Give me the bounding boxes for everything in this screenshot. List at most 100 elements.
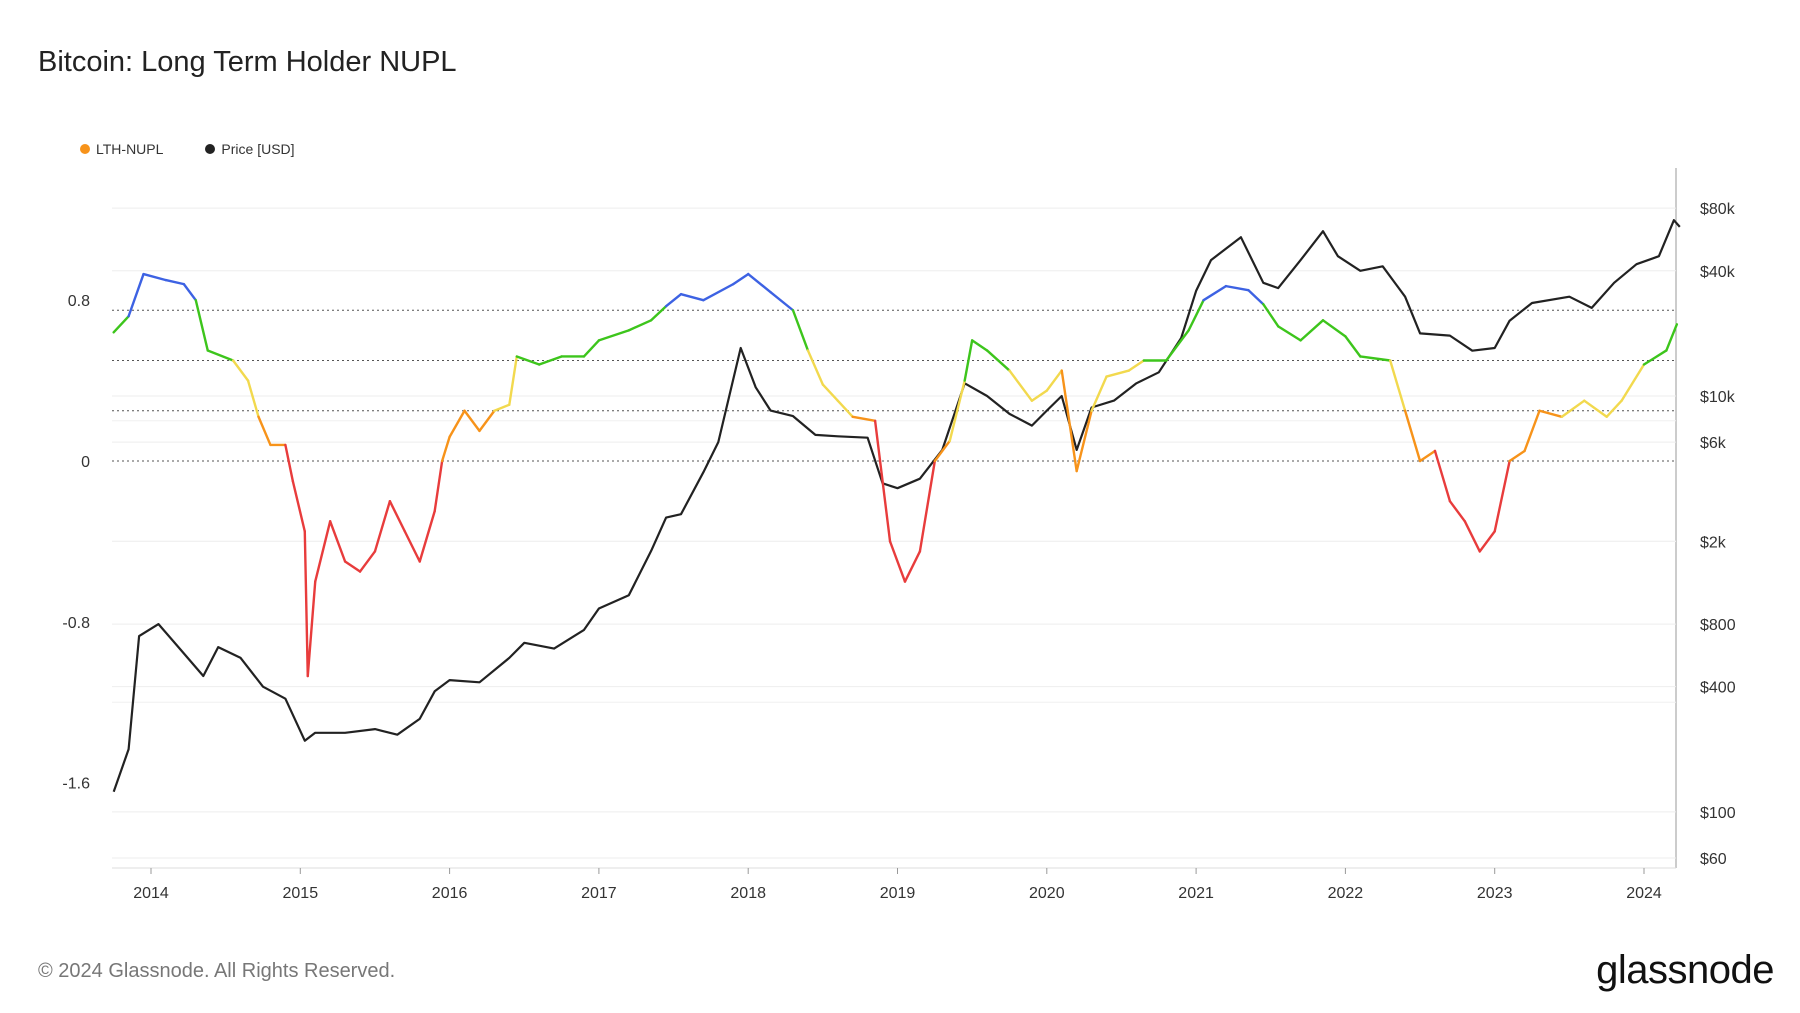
lth-nupl-segment <box>493 403 511 412</box>
lth-nupl-segment <box>508 355 518 406</box>
lth-nupl-segment <box>1202 284 1228 302</box>
lth-nupl-segment <box>1321 319 1347 338</box>
lth-nupl-segment <box>433 459 444 513</box>
lth-nupl-segment <box>246 379 260 418</box>
x-tick-label: 2017 <box>581 885 617 902</box>
x-tick-label: 2020 <box>1029 885 1065 902</box>
lth-nupl-segment <box>314 520 332 583</box>
x-tick-label: 2022 <box>1328 885 1364 902</box>
lth-nupl-segment <box>1277 325 1302 342</box>
legend-swatch-lth-nupl <box>80 144 90 154</box>
lth-nupl-segment <box>582 339 601 358</box>
lth-nupl-segment <box>1620 363 1646 402</box>
chart-title: Bitcoin: Long Term Holder NUPL <box>38 46 457 78</box>
lth-nupl-segment <box>1418 449 1437 463</box>
y-right-tick-label: $100 <box>1700 805 1736 822</box>
lth-nupl-segment <box>1075 409 1093 473</box>
y-right-tick-label: $80k <box>1700 201 1736 218</box>
lth-nupl-segment <box>463 409 481 433</box>
lth-nupl-segment <box>1165 329 1190 362</box>
lth-nupl-segment <box>679 292 705 302</box>
lth-nupl-segment <box>1478 530 1496 553</box>
lth-nupl-segment <box>627 319 653 332</box>
lth-nupl-segment <box>933 439 951 463</box>
lth-nupl-segment <box>1388 359 1407 412</box>
y-right-tick-label: $400 <box>1700 680 1736 697</box>
lth-nupl-segment <box>343 560 362 573</box>
lth-nupl-segment <box>985 349 1011 372</box>
x-tick-label: 2015 <box>283 885 319 902</box>
lth-nupl-segment <box>597 329 630 342</box>
lth-nupl-segment <box>440 435 451 463</box>
lth-nupl-segment <box>769 290 795 312</box>
lth-nupl-segment <box>515 355 541 366</box>
lth-nupl-segment <box>1030 389 1049 402</box>
lth-nupl-segment <box>1538 409 1564 418</box>
lth-nupl-segment <box>284 443 295 483</box>
y-right-tick-label: $10k <box>1700 389 1736 406</box>
glassnode-logo: glassnode <box>1596 948 1774 992</box>
x-tick-label: 2023 <box>1477 885 1513 902</box>
y-left-tick-label: 0 <box>81 454 90 471</box>
lth-nupl-segment <box>1090 375 1108 412</box>
lth-nupl-segment <box>747 272 772 294</box>
lth-nupl-segment <box>1665 323 1679 352</box>
lth-nupl-segment <box>1605 399 1623 418</box>
lth-nupl-segment <box>358 550 377 573</box>
lth-nupl-segment <box>127 272 145 318</box>
x-tick-label: 2016 <box>432 885 468 902</box>
lth-nupl-segment <box>918 459 937 553</box>
x-tick-label: 2014 <box>133 885 169 902</box>
lth-nupl-segment <box>1299 319 1325 342</box>
lth-nupl-segment <box>418 510 436 563</box>
legend-label-lth-nupl: LTH-NUPL <box>96 141 164 157</box>
lth-nupl-segment <box>963 339 974 382</box>
legend-item-lth-nupl[interactable]: LTH-NUPL <box>80 141 163 157</box>
legend-item-price[interactable]: Price [USD] <box>205 141 295 157</box>
y-right-tick-label: $60 <box>1700 851 1727 868</box>
lth-nupl-segment <box>403 530 421 563</box>
lth-nupl-segment <box>164 278 186 286</box>
lth-nupl-segment <box>1508 449 1526 463</box>
lth-nupl-segment <box>1344 335 1362 358</box>
y-right-tick-label: $6k <box>1700 435 1727 452</box>
legend: LTH-NUPL Price [USD] <box>80 141 295 157</box>
x-tick-label: 2021 <box>1178 885 1214 902</box>
lth-nupl-segment <box>328 520 347 563</box>
lth-nupl-segment <box>702 282 735 302</box>
lth-nupl-segment <box>1045 369 1063 392</box>
lth-nupl-segment <box>291 479 306 533</box>
legend-label-price: Price [USD] <box>221 141 295 157</box>
lth-nupl-segment <box>1523 409 1541 453</box>
lth-nupl-segment <box>1403 409 1422 463</box>
lth-nupl-segment <box>112 315 130 334</box>
lth-nupl-segment <box>948 379 966 443</box>
lth-nupl-segment <box>306 580 317 678</box>
lth-nupl-segment <box>206 349 235 362</box>
lth-nupl-segment <box>1448 500 1467 523</box>
lth-nupl-segment <box>1583 399 1608 418</box>
lth-nupl-segment <box>806 349 825 386</box>
lth-nupl-segment <box>664 292 683 308</box>
price-series-line <box>112 219 1681 793</box>
lth-nupl-segment <box>1262 303 1280 328</box>
lth-nupl-segment <box>1247 288 1265 306</box>
lth-nupl-segment <box>791 309 810 352</box>
lth-nupl-segment <box>257 415 272 447</box>
lth-nupl-segment <box>1463 520 1481 553</box>
lth-nupl-segment <box>1127 359 1146 372</box>
lth-nupl-segment <box>1493 459 1511 533</box>
lth-nupl-segment <box>1359 355 1392 362</box>
lth-nupl-segment <box>903 550 922 583</box>
copyright-footer: © 2024 Glassnode. All Rights Reserved. <box>38 960 396 982</box>
lth-nupl-segment <box>1433 449 1452 503</box>
lth-nupl-segment <box>1224 284 1250 292</box>
lth-nupl-segment <box>1105 369 1131 378</box>
x-tick-label: 2024 <box>1626 885 1662 902</box>
lth-nupl-segment <box>537 355 563 366</box>
lth-nupl-segment <box>194 299 209 352</box>
lth-nupl-segment <box>373 500 392 553</box>
lth-nupl-segment <box>388 500 407 533</box>
lth-nupl-segment <box>873 419 892 543</box>
